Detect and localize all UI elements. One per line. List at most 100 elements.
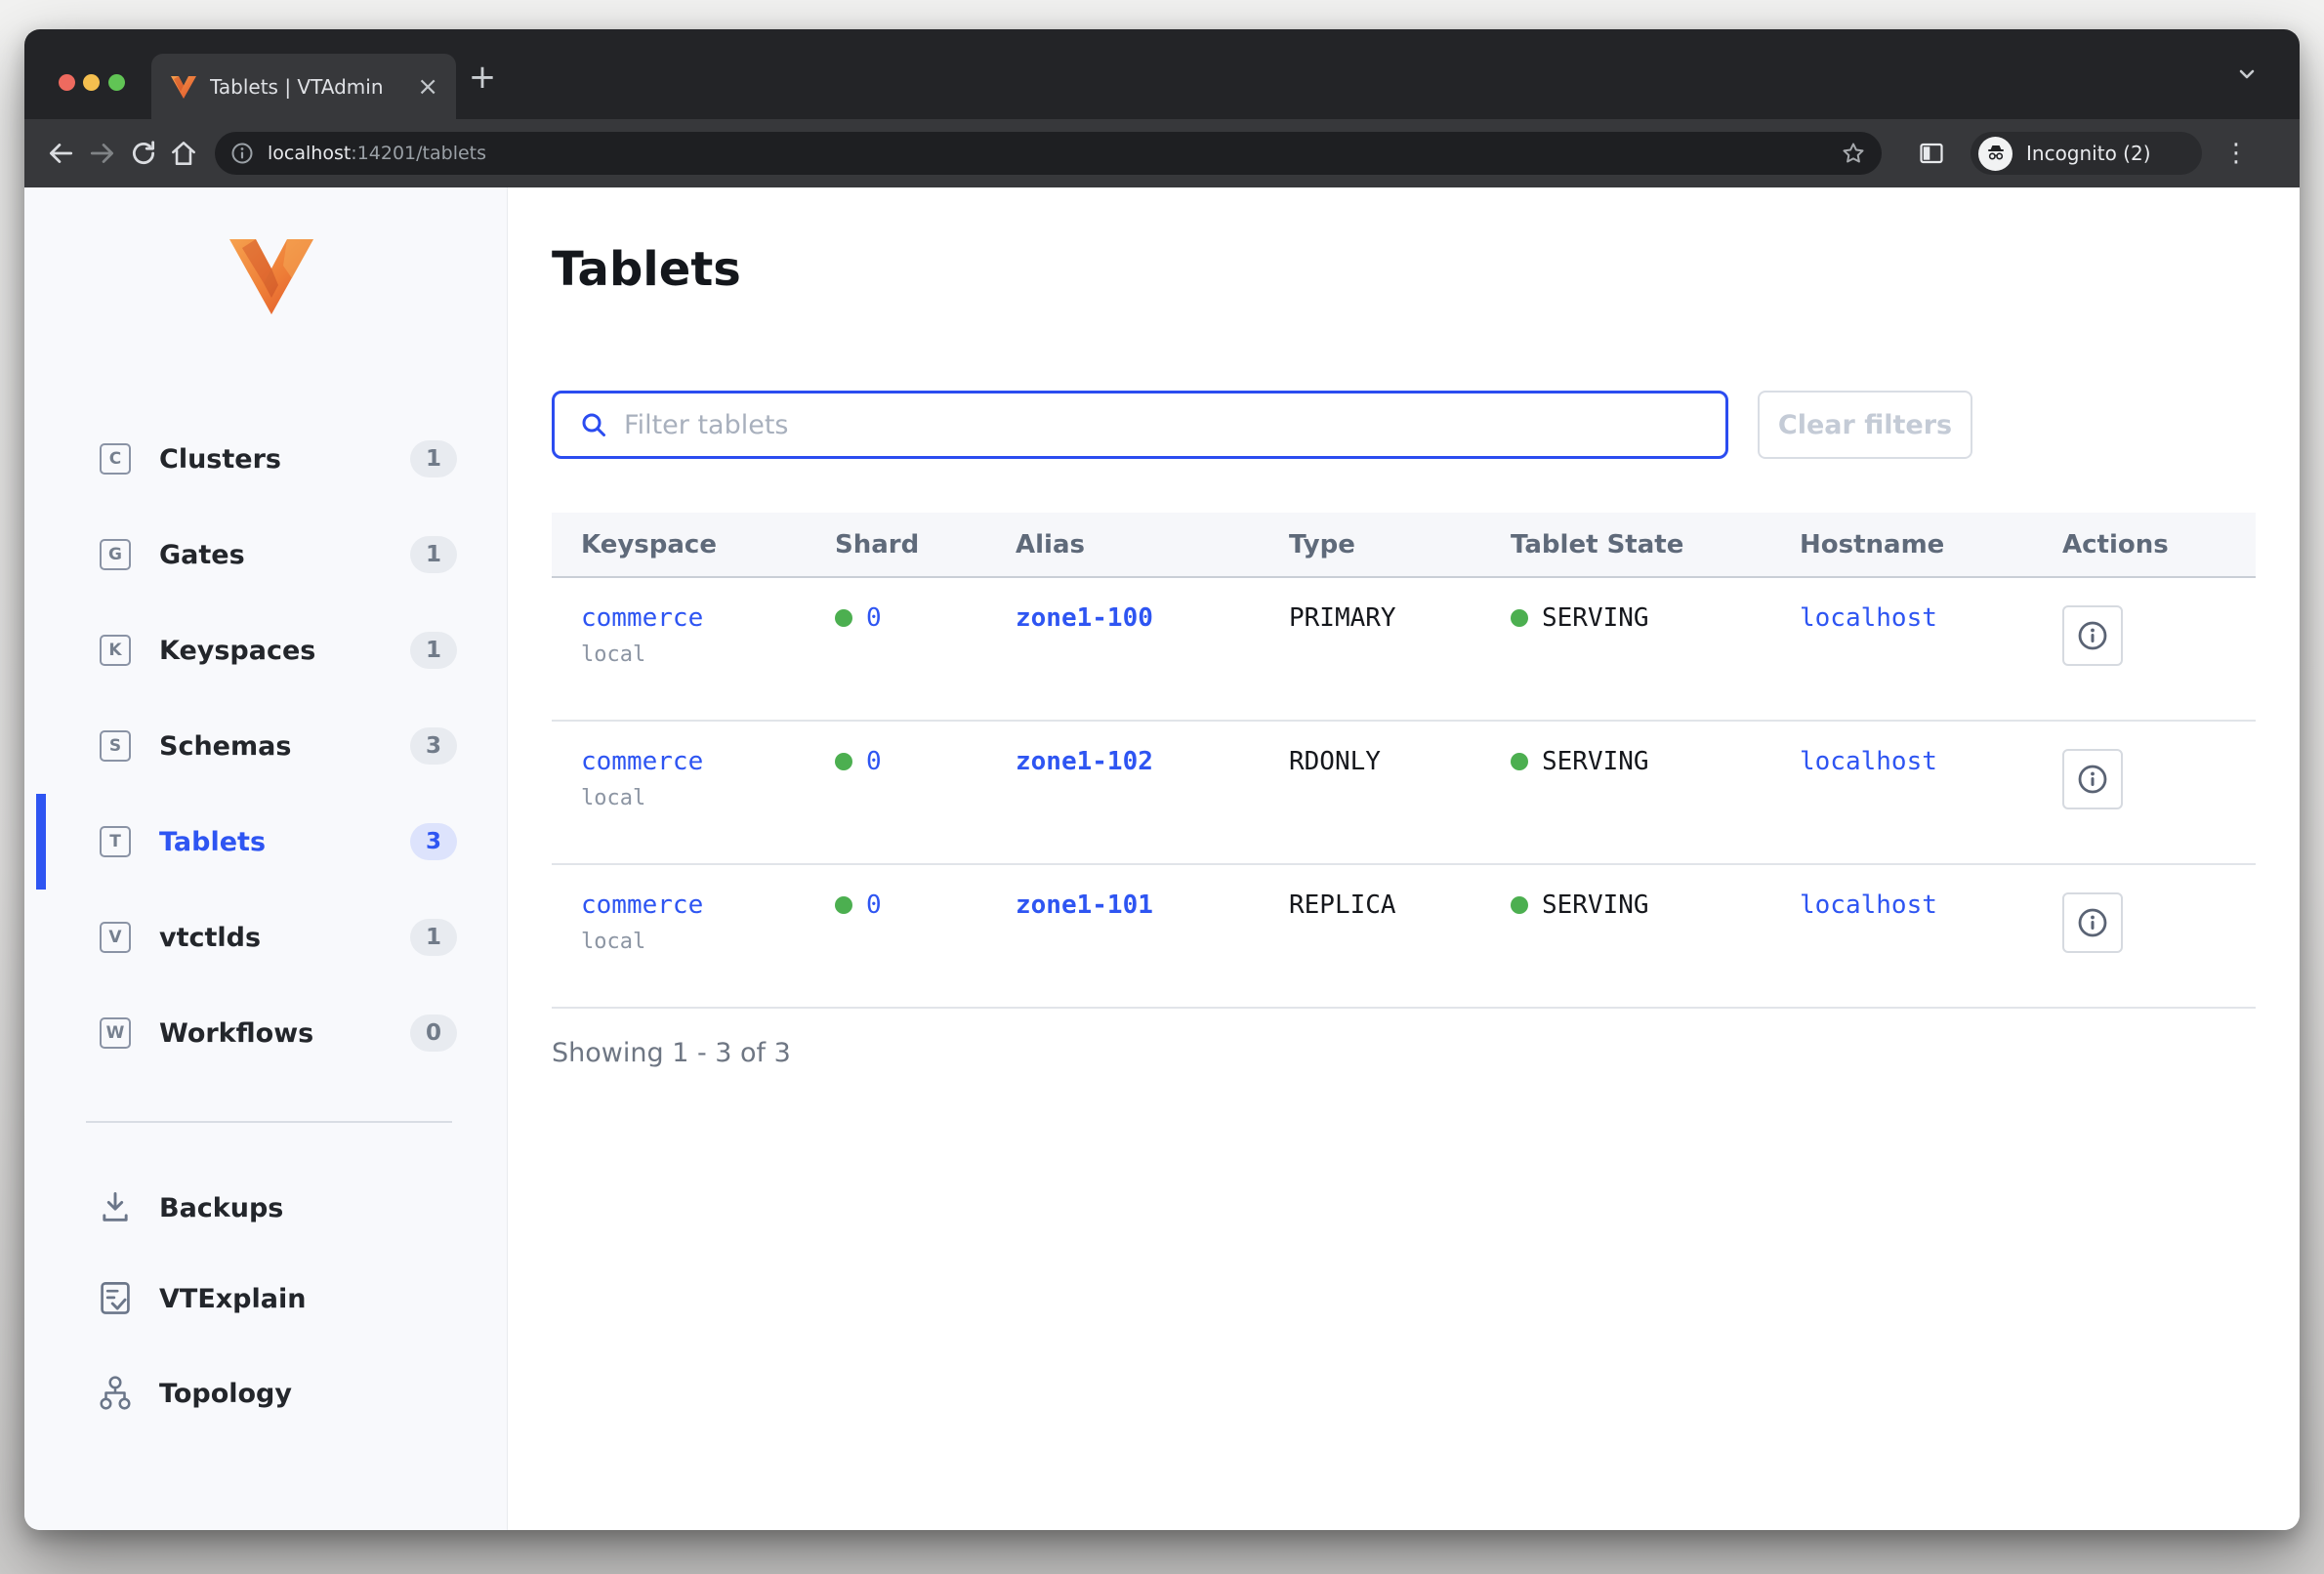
alias-link[interactable]: zone1-102 (1016, 747, 1153, 776)
cluster-name: local (581, 642, 646, 667)
table-pagination-status: Showing 1 - 3 of 3 (552, 1038, 791, 1068)
sidebar-item-schemas[interactable]: S Schemas 3 (24, 698, 507, 794)
sidebar-item-vtctlds[interactable]: V vtctlds 1 (24, 890, 507, 985)
tablet-info-button[interactable] (2062, 749, 2123, 809)
alias-link[interactable]: zone1-100 (1016, 603, 1153, 633)
shard-link[interactable]: 0 (866, 603, 882, 633)
count-badge: 1 (410, 632, 457, 669)
window-minimize-button[interactable] (83, 74, 100, 91)
count-badge: 1 (410, 536, 457, 573)
column-header-alias: Alias (1016, 529, 1085, 559)
window-zoom-button[interactable] (108, 74, 125, 91)
vtctlds-letter-icon: V (100, 922, 131, 953)
hostname-link[interactable]: localhost (1800, 747, 1937, 776)
tablet-state: SERVING (1542, 891, 1649, 920)
shard-status-dot (835, 896, 852, 914)
sidebar-item-backups[interactable]: Backups (24, 1160, 507, 1256)
sidebar-item-label: Workflows (159, 1017, 314, 1049)
column-header-keyspace: Keyspace (581, 529, 717, 559)
url-bar[interactable]: localhost:14201/tablets (215, 132, 1882, 175)
url-text: localhost:14201/tablets (268, 143, 487, 164)
tablet-state: SERVING (1542, 603, 1649, 633)
incognito-label: Incognito (2) (2026, 142, 2151, 165)
sidebar: C Clusters 1 G Gates 1 K Keyspaces 1 S S… (24, 187, 508, 1530)
sidebar-item-tablets[interactable]: T Tablets 3 (24, 794, 507, 890)
clear-filters-button[interactable]: Clear filters (1758, 391, 1972, 459)
sidebar-item-workflows[interactable]: W Workflows 0 (24, 985, 507, 1081)
tablet-info-button[interactable] (2062, 892, 2123, 953)
filter-input-container (552, 391, 1728, 459)
info-icon (2078, 765, 2107, 794)
tab-search-chevron-icon[interactable] (2233, 61, 2261, 88)
sidebar-item-label: Tablets (159, 826, 267, 857)
incognito-icon (1978, 136, 2013, 171)
state-status-dot (1511, 896, 1528, 914)
side-panel-icon[interactable] (1910, 132, 1953, 175)
table-row: commerce local 0 zone1-100 PRIMARY SERVI… (552, 578, 2256, 722)
main-panel: Tablets Clear filters Keyspace Shard Ali… (508, 187, 2300, 1530)
sidebar-item-label: Topology (159, 1378, 292, 1409)
sidebar-item-label: Backups (159, 1192, 284, 1223)
tablet-type: REPLICA (1289, 891, 1396, 920)
column-header-shard: Shard (835, 529, 920, 559)
filter-tablets-input[interactable] (608, 394, 1725, 456)
sidebar-item-label: Schemas (159, 730, 292, 762)
schemas-letter-icon: S (100, 730, 131, 762)
new-tab-button[interactable]: + (468, 58, 497, 97)
alias-link[interactable]: zone1-101 (1016, 891, 1153, 920)
browser-tab[interactable]: Tablets | VTAdmin × (151, 54, 456, 119)
column-header-actions: Actions (2062, 529, 2169, 559)
table-header-row: Keyspace Shard Alias Type Tablet State H… (552, 513, 2256, 578)
sidebar-item-vtexplain[interactable]: VTExplain (24, 1251, 507, 1346)
tablet-type: PRIMARY (1289, 603, 1396, 633)
search-icon (582, 413, 605, 436)
tablets-letter-icon: T (100, 826, 131, 857)
count-badge: 3 (410, 727, 457, 765)
sidebar-item-label: VTExplain (159, 1283, 307, 1314)
sidebar-item-topology[interactable]: Topology (24, 1346, 507, 1441)
count-badge: 1 (410, 919, 457, 956)
sidebar-item-label: Clusters (159, 443, 281, 475)
sidebar-item-label: Keyspaces (159, 635, 316, 666)
state-status-dot (1511, 609, 1528, 627)
browser-toolbar: localhost:14201/tablets (24, 119, 2300, 187)
state-status-dot (1511, 753, 1528, 770)
column-header-tablet-state: Tablet State (1511, 529, 1684, 559)
back-button[interactable] (39, 132, 82, 175)
shard-link[interactable]: 0 (866, 891, 882, 920)
site-info-icon[interactable] (230, 142, 254, 165)
incognito-badge[interactable]: Incognito (2) (1971, 132, 2202, 175)
gates-letter-icon: G (100, 539, 131, 570)
vitess-favicon-icon (171, 75, 196, 99)
browser-menu-icon[interactable]: ⋮ (2223, 139, 2249, 168)
info-icon (2078, 621, 2107, 650)
keyspace-link[interactable]: commerce (581, 603, 704, 633)
page-content: C Clusters 1 G Gates 1 K Keyspaces 1 S S… (24, 187, 2300, 1530)
bookmark-star-icon[interactable] (1841, 141, 1866, 166)
count-badge: 0 (410, 1015, 457, 1052)
clusters-letter-icon: C (100, 443, 131, 475)
count-badge: 3 (410, 823, 457, 860)
forward-button[interactable] (81, 132, 124, 175)
shard-link[interactable]: 0 (866, 747, 882, 776)
table-row: commerce local 0 zone1-102 RDONLY SERVIN… (552, 722, 2256, 865)
sidebar-item-clusters[interactable]: C Clusters 1 (24, 411, 507, 507)
home-button[interactable] (162, 132, 205, 175)
page-title: Tablets (552, 242, 741, 297)
sidebar-item-label: vtctlds (159, 922, 262, 953)
keyspace-link[interactable]: commerce (581, 891, 704, 920)
sidebar-item-gates[interactable]: G Gates 1 (24, 507, 507, 602)
window-close-button[interactable] (59, 74, 75, 91)
keyspace-link[interactable]: commerce (581, 747, 704, 776)
tablet-info-button[interactable] (2062, 605, 2123, 666)
download-icon (98, 1189, 133, 1226)
hostname-link[interactable]: localhost (1800, 891, 1937, 920)
hostname-link[interactable]: localhost (1800, 603, 1937, 633)
column-header-hostname: Hostname (1800, 529, 1945, 559)
reload-button[interactable] (122, 132, 165, 175)
sidebar-item-keyspaces[interactable]: K Keyspaces 1 (24, 602, 507, 698)
document-check-icon (98, 1280, 133, 1317)
column-header-type: Type (1289, 529, 1355, 559)
shard-status-dot (835, 609, 852, 627)
tab-close-icon[interactable]: × (417, 71, 438, 102)
